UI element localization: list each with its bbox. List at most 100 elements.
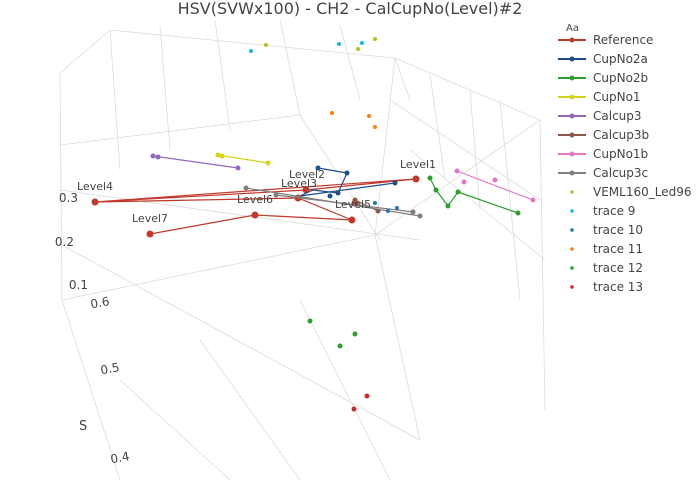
legend-item-cupno2a[interactable]: CupNo2a [558,52,648,66]
trace-cupno2a-point-3 [392,180,398,186]
trace-calcup3b-point-0 [352,197,358,203]
trace-reference-point-7 [146,230,154,238]
legend-swatch-marker-trace-13 [570,285,574,289]
legend-label-trace-11: trace 11 [593,242,643,256]
trace-trace-10-point-2 [395,206,399,210]
legend-item-calcup3c[interactable]: Calcup3c [558,166,648,180]
trace-trace-11-point-0 [330,111,334,115]
legend-item-trace-12[interactable]: trace 12 [570,261,643,275]
legend-item-reference[interactable]: Reference [558,33,653,47]
grid-line-27 [409,149,546,261]
legend-swatch-marker-calcup3 [569,113,575,119]
legend-item-trace-9[interactable]: trace 9 [570,204,635,218]
trace-trace-10-point-0 [373,201,377,205]
grid-line-22 [299,114,381,241]
grid-line-21 [61,244,421,441]
grid-line-5 [374,119,541,236]
trace-trace-9-point-2 [360,41,364,45]
grid-line-23 [469,89,481,211]
trace-cupno2a-point-2 [335,190,341,196]
trace-trace-12 [307,318,358,349]
grid-line-6 [374,234,421,441]
legend-item-trace-10[interactable]: trace 10 [570,223,643,237]
trace-reference-point-6 [251,211,259,219]
trace-calcup3-line-0 [152,155,239,169]
point-label-level4: Level4 [77,180,113,193]
trace-trace-13 [351,393,370,412]
trace-trace-11-point-2 [373,125,377,129]
legend-swatch-marker-cupno2b [569,75,575,81]
point-label-level6: Level6 [237,193,273,206]
legend-label-cupno1: CupNo1 [593,90,641,104]
legend-label-trace-10: trace 10 [593,223,643,237]
legend-label-trace-9: trace 9 [593,204,635,218]
legend: Aa Reference CupNo2a CupNo2b CupNo1 Calcup3 C… [558,23,691,294]
trace-calcup3c-point-0 [243,185,249,191]
legend-swatch-marker-calcup3c [569,170,575,176]
trace-cupno1-point-0 [215,152,221,158]
legend-item-veml160-led96[interactable]: VEML160_Led96 [570,185,691,199]
trace-cupno1b-point-3 [530,197,536,203]
legend-label-cupno2a: CupNo2a [593,52,648,66]
grid-line-14 [394,57,411,101]
grid-line-17 [119,379,231,481]
legend-item-cupno2b[interactable]: CupNo2b [558,71,648,85]
trace-cupno2a-point-0 [315,165,321,171]
trace-cupno1 [215,152,271,166]
legend-item-trace-11[interactable]: trace 11 [570,242,643,256]
grid-line-0 [59,29,111,74]
trace-trace-12-point-0 [307,318,313,324]
grid-line-3 [109,29,396,59]
legend-label-veml160-led96: VEML160_Led96 [593,185,691,199]
trace-cupno2b-point-4 [515,210,521,216]
trace-calcup3-point-1 [155,154,161,160]
trace-cupno2b-point-1 [433,187,439,193]
trace-cupno2b-line-0 [429,177,519,214]
grid-line-13 [339,24,361,101]
trace-trace-11-point-1 [367,114,371,118]
grid-line-2 [61,234,376,301]
legend-swatch-marker-veml160-led96 [570,190,574,194]
legend-label-calcup3c: Calcup3c [593,166,648,180]
trace-cupno2a [299,165,398,199]
trace-reference-point-5 [348,216,356,224]
legend-item-calcup3[interactable]: Calcup3 [558,109,642,123]
trace-trace-10 [373,201,399,213]
point-label-level5: Level5 [335,198,371,211]
trace-reference-point-1 [302,186,310,194]
trace-veml160-led96 [264,37,377,51]
trace-calcup3 [150,153,241,171]
legend-item-trace-13[interactable]: trace 13 [570,280,643,294]
trace-veml160-led96-point-1 [373,37,377,41]
trace-trace-12-point-2 [337,343,343,349]
trace-calcup3c-line-1 [275,194,414,213]
point-label-level7: Level7 [132,212,168,225]
trace-calcup3c-point-3 [410,209,416,215]
trace-trace-13-point-1 [351,406,357,412]
trace-cupno2b-point-0 [427,175,433,181]
grid-line-19 [299,299,391,481]
legend-swatch-marker-cupno1 [569,94,575,100]
trace-cupno2b-point-3 [455,189,461,195]
legend-item-calcup3b[interactable]: Calcup3b [558,128,649,142]
grid-line-12 [279,19,301,116]
tick-s-2: 0.4 [109,449,130,466]
grid-line-20 [59,189,421,241]
trace-calcup3c-point-2 [417,213,423,219]
trace-calcup3c-point-1 [273,192,279,198]
trace-cupno2a-point-4 [327,193,333,199]
grid-line-16 [61,299,121,481]
legend-label-calcup3: Calcup3 [593,109,642,123]
trace-reference-point-2 [91,198,99,206]
trace-calcup3-point-0 [150,153,156,159]
legend-item-cupno1[interactable]: CupNo1 [558,90,641,104]
tick-s-0: 0.6 [89,294,110,311]
grid-line-18 [199,339,301,481]
trace-reference-point-0 [412,175,420,183]
trace-trace-9-point-0 [249,49,253,53]
legend-item-cupno1b[interactable]: CupNo1b [558,147,648,161]
trace-cupno1b [454,168,536,203]
trace-trace-9-point-1 [337,42,341,46]
